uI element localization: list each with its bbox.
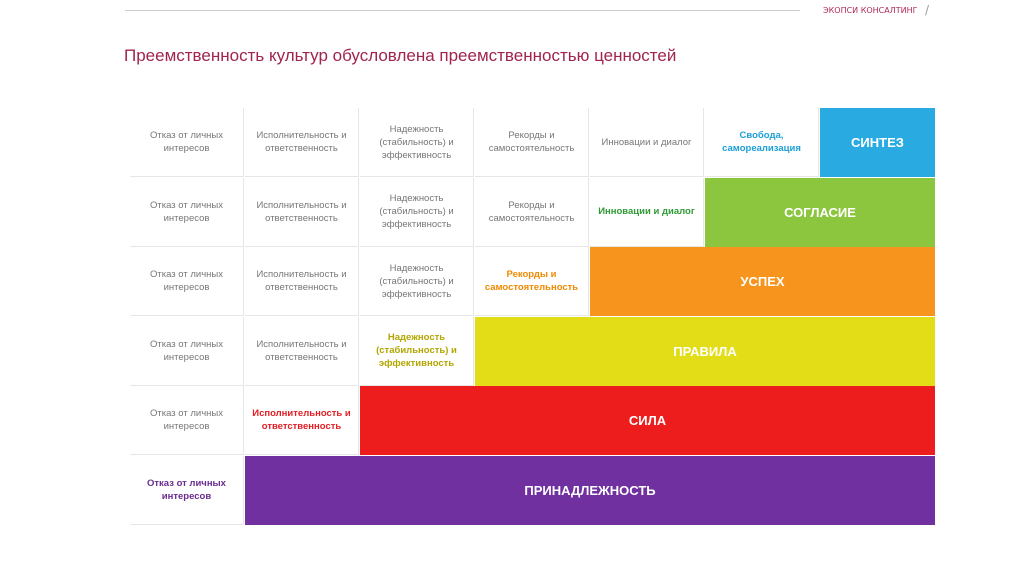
value-cell: Инновации и диалог [590,108,704,177]
table-row: Отказ от личных интересов Исполнительност… [130,247,935,316]
highlighted-value-cell: Надежность (стабильность) и эффективност… [360,316,474,386]
highlighted-value-cell: Рекорды и самостоятельность [475,247,589,316]
culture-level-band: УСПЕХ [590,247,935,316]
brand-label: ЭКОПСИ КОНСАЛТИНГ [823,6,918,15]
table-row: Отказ от личных интересов Исполнительност… [130,316,935,386]
value-cell: Исполнительность и ответственность [245,247,359,316]
page-title: Преемственность культур обусловлена прее… [124,46,677,65]
value-cell: Рекорды и самостоятельность [475,108,589,177]
highlighted-value-cell: Исполнительность и ответственность [245,386,359,455]
culture-level-band: СОГЛАСИЕ [705,177,935,247]
value-cell: Исполнительность и ответственность [245,177,359,247]
values-table: Отказ от личных интересов Исполнительност… [130,108,935,525]
value-cell: Отказ от личных интересов [130,108,244,177]
culture-level-band: СИЛА [360,386,935,455]
value-cell: Отказ от личных интересов [130,316,244,386]
value-cell: Надежность (стабильность) и эффективност… [360,108,474,177]
value-cell: Отказ от личных интересов [130,177,244,247]
table-row: Отказ от личных интересов Исполнительност… [130,108,935,177]
header-divider [125,10,800,11]
culture-level-band: ПРИНАДЛЕЖНОСТЬ [245,455,935,525]
table-row: Отказ от личных интересов ПРИНАДЛЕЖНОСТЬ [130,455,935,525]
culture-level-band: ПРАВИЛА [475,316,935,386]
value-cell: Рекорды и самостоятельность [475,177,589,247]
value-cell: Отказ от личных интересов [130,247,244,316]
culture-level-band: СИНТЕЗ [820,108,935,177]
highlighted-value-cell: Отказ от личных интересов [130,455,244,525]
value-cell: Надежность (стабильность) и эффективност… [360,177,474,247]
value-cell: Отказ от личных интересов [130,386,244,455]
value-cell: Исполнительность и ответственность [245,108,359,177]
header-separator: / [925,3,930,17]
value-cell: Надежность (стабильность) и эффективност… [360,247,474,316]
highlighted-value-cell: Свобода, самореализация [705,108,819,177]
table-row: Отказ от личных интересов Исполнительност… [130,177,935,247]
highlighted-value-cell: Инновации и диалог [590,177,704,247]
table-row: Отказ от личных интересов Исполнительност… [130,386,935,455]
value-cell: Исполнительность и ответственность [245,316,359,386]
